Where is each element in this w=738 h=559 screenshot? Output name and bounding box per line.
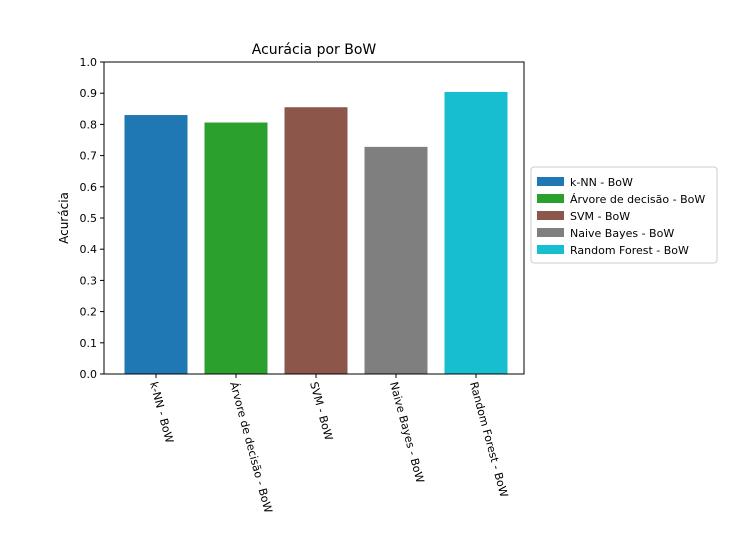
y-tick-label: 0.4 [80, 243, 98, 256]
legend-box [530, 166, 718, 264]
legend-entry: Árvore de decisão - BoW [570, 193, 705, 206]
x-tick-label: Random Forest - BoW [467, 380, 510, 498]
bar-2 [204, 122, 268, 374]
legend-entry: SVM - BoW [570, 210, 630, 223]
y-axis-label: Acurácia [57, 192, 71, 244]
x-tick-label: SVM - BoW [307, 380, 335, 442]
legend-swatch [537, 211, 564, 220]
legend-entry: Random Forest - BoW [570, 244, 689, 257]
y-tick-label: 0.2 [80, 306, 98, 319]
plot-frame [103, 61, 525, 375]
legend-swatch [537, 177, 564, 186]
y-tick-label: 1.0 [80, 56, 98, 69]
legend-swatch [537, 228, 564, 237]
bar-5 [444, 91, 508, 375]
y-tick-label: 0.9 [80, 87, 98, 100]
bar-4 [364, 146, 428, 374]
y-tick-label: 0.7 [80, 150, 98, 163]
x-tick-label: k-NN - BoW [147, 380, 176, 444]
y-tick-label: 0.3 [80, 274, 98, 287]
bar-3 [284, 107, 348, 375]
legend-entry: Naive Bayes - BoW [570, 227, 674, 240]
x-tick-label: Árvore de decisão - BoW [227, 380, 275, 514]
bars-group [124, 91, 508, 375]
legend-entry: k-NN - BoW [570, 176, 633, 189]
legend-swatch [537, 245, 564, 254]
bar-1 [124, 115, 188, 374]
y-tick-label: 0.5 [80, 212, 98, 225]
x-axis: k-NN - BoW Árvore de decisão - BoW SVM - B… [147, 374, 510, 515]
x-tick-label: Naive Bayes - BoW [387, 380, 427, 484]
chart-title: Acurácia por BoW [252, 42, 377, 58]
y-axis: 0.0 0.1 0.2 0.3 0.4 0.5 0.6 0.7 0.8 0.9 1.0 [80, 56, 104, 381]
y-tick-label: 0.6 [80, 181, 98, 194]
y-tick-label: 0.1 [80, 337, 98, 350]
legend-swatch [537, 194, 564, 203]
legend: k-NN - BoW Árvore de decisão - BoW SVM - B… [530, 166, 718, 264]
y-tick-label: 0.8 [80, 118, 98, 131]
y-tick-label: 0.0 [80, 368, 98, 381]
